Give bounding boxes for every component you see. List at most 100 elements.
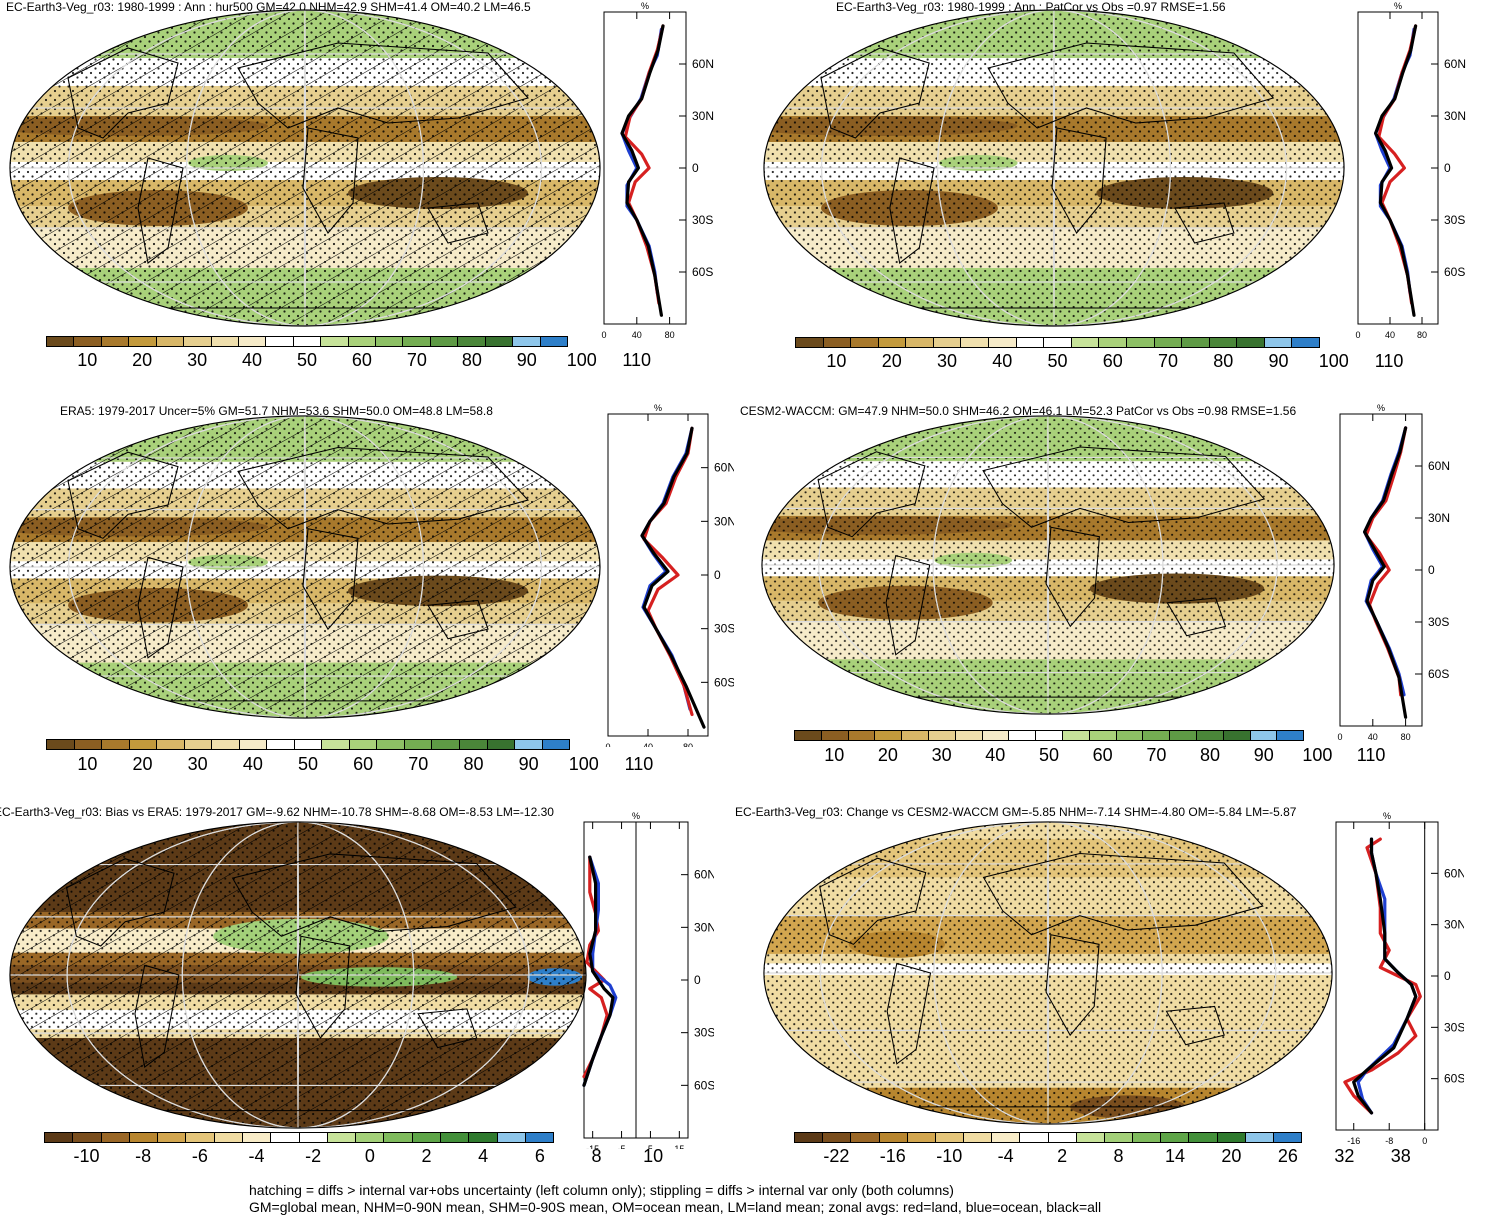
y-tick-label: 0 [692, 161, 699, 175]
x-tick-label: 40 [1385, 330, 1395, 340]
colorbar-swatch [355, 1133, 384, 1142]
colorbar-swatch [1169, 731, 1196, 740]
y-tick-label: 60N [714, 461, 734, 475]
y-tick-label: 60S [714, 675, 734, 689]
colorbar-swatch [457, 337, 485, 346]
colorbar-tick-label: 2 [1057, 1146, 1068, 1166]
x-tick-label: 0 [1422, 1136, 1427, 1146]
y-tick-label: 60S [1428, 667, 1449, 681]
panel-title: EC-Earth3-Veg_r03: Change vs CESM2-WACCM… [735, 805, 1297, 819]
colorbar-swatch [1115, 731, 1143, 740]
zonal-series-ocean [620, 27, 663, 295]
y-tick-label: 30N [1444, 918, 1464, 932]
y-tick-label: 60N [1444, 866, 1464, 880]
colorbar-swatch [954, 731, 982, 740]
x-tick-label: 0 [601, 330, 606, 340]
colorbar-swatch [496, 1133, 525, 1142]
colorbar-swatch [1195, 731, 1223, 740]
colorbar-swatch [1236, 338, 1264, 347]
colorbar-tick-label: 30 [931, 745, 952, 765]
colorbar-swatch [1263, 338, 1292, 347]
colorbar-swatch [1098, 338, 1126, 347]
colorbar-tick-label: 20 [132, 754, 153, 774]
colorbar-tick-label: 14 [1164, 1146, 1186, 1166]
colorbar-swatch [541, 740, 570, 749]
colorbar-swatch [1142, 731, 1170, 740]
y-tick-label: 60N [694, 868, 714, 882]
colorbar-tick-label: 50 [1047, 351, 1068, 371]
x-tick-label: 80 [683, 742, 693, 747]
y-tick-label: 30N [692, 109, 714, 123]
colorbar-swatch [238, 740, 267, 749]
zonal-mean-plot: % 0 40 80 60N 30N 0 30S 60S [1337, 403, 1450, 742]
colorbar [794, 730, 1304, 741]
y-tick-label: 60S [1444, 265, 1465, 279]
colorbar-tick-label: 40 [985, 745, 1006, 765]
x-tick-label: -5 [618, 1144, 626, 1149]
zonal-series-all [620, 24, 665, 317]
x-tick-label: 40 [632, 330, 642, 340]
colorbar-swatch [292, 337, 321, 346]
colorbar-swatch [1019, 1133, 1048, 1142]
x-tick-label: -15 [586, 1144, 599, 1149]
colorbar-tick-label: 60 [1092, 745, 1113, 765]
colorbar-tick-label: 32 [1334, 1146, 1355, 1166]
x-tick-label: 80 [1401, 732, 1411, 742]
x-tick-label: -8 [1385, 1136, 1393, 1146]
colorbar-swatch [439, 1133, 469, 1142]
colorbar-tick-label: 10 [643, 1146, 664, 1166]
colorbar-swatch [293, 740, 322, 749]
colorbar-tick-label: 40 [242, 754, 263, 774]
colorbar-swatch [45, 1133, 73, 1142]
colorbar-swatch [1088, 731, 1116, 740]
y-tick-label: 60S [694, 1078, 714, 1092]
colorbar-swatch [155, 337, 184, 346]
colorbar-tick-label: 0 [364, 1146, 375, 1166]
world-map [9, 821, 587, 1129]
colorbar-swatch [847, 731, 875, 740]
colorbar-tick-label: 90 [1253, 745, 1274, 765]
colorbar-tick-label: 10 [77, 350, 98, 370]
colorbar-swatch [183, 337, 211, 346]
colorbar-swatch [237, 337, 266, 346]
panel-title: EC-Earth3-Veg_r03: 1980-1999 : Ann : Pat… [836, 0, 1226, 14]
colorbar-swatch [512, 337, 540, 346]
y-tick-label: 30N [1428, 511, 1450, 525]
y-tick-label: 30S [1428, 615, 1449, 629]
colorbar-swatch [1061, 731, 1089, 740]
colorbar-swatch [73, 740, 102, 749]
colorbar-swatch [1249, 731, 1277, 740]
colorbar-tick-label: 10 [824, 745, 845, 765]
colorbar-swatch [1291, 338, 1319, 347]
colorbar-tick-label: 8 [1113, 1146, 1124, 1166]
colorbar-swatch [431, 740, 459, 749]
y-tick-label: 0 [694, 973, 701, 987]
colorbar-tick-label: 10 [77, 754, 98, 774]
colorbar-tick-label: 70 [408, 754, 429, 774]
colorbar-swatch [402, 337, 430, 346]
zonal-plot-frame [1357, 11, 1439, 325]
colorbar-tick-label: 26 [1277, 1146, 1298, 1166]
colorbar-tick-label: -10 [936, 1146, 963, 1166]
zonal-mean-plot: % 0 40 80 60N 30N 0 30S 60S [601, 1, 714, 340]
colorbar-swatch [298, 1133, 327, 1142]
colorbar-swatch [411, 1133, 440, 1142]
colorbar-swatch [1035, 731, 1062, 740]
colorbar-tick-label: 20 [881, 351, 902, 371]
colorbar-tick-label: -16 [879, 1146, 906, 1166]
x-tick-label: 0 [605, 742, 610, 747]
colorbar-tick-label: 100 [1318, 351, 1349, 371]
y-tick-label: 30N [694, 920, 714, 934]
colorbar-swatch [988, 338, 1016, 347]
y-tick-label: 60N [1428, 459, 1450, 473]
y-tick-label: 60S [692, 265, 713, 279]
colorbar-tick-label: -10 [73, 1146, 100, 1166]
colorbar-swatch [539, 337, 568, 346]
colorbar-swatch [320, 337, 348, 346]
colorbar-swatch [185, 1133, 214, 1142]
colorbar-tick-label: 60 [353, 754, 374, 774]
colorbar-tick-label: 50 [296, 350, 318, 370]
colorbar-swatch [1216, 1133, 1245, 1142]
x-tick-label: 5 [648, 1144, 653, 1149]
colorbar-swatch [905, 338, 933, 347]
